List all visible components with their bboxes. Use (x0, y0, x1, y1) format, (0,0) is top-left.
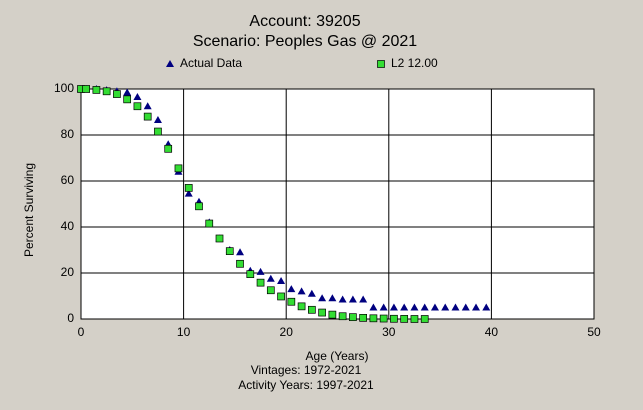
data-point (174, 164, 183, 173)
data-point (277, 292, 285, 301)
data-point (410, 303, 419, 311)
x-tick-label: 40 (485, 325, 499, 339)
data-point (297, 302, 306, 311)
data-point (256, 267, 265, 275)
data-point (420, 315, 429, 323)
data-point (451, 303, 460, 311)
data-point (133, 93, 142, 101)
data-point (359, 295, 368, 303)
data-point (133, 102, 142, 111)
data-point (461, 303, 470, 311)
plot-frame (80, 88, 595, 320)
data-point (400, 315, 409, 323)
y-tick-label: 0 (67, 311, 74, 325)
data-point (82, 85, 90, 93)
data-point (102, 87, 111, 96)
data-point (153, 116, 162, 124)
data-point (164, 144, 173, 153)
y-tick-label: 80 (61, 127, 75, 141)
data-point (379, 314, 388, 323)
data-point (236, 259, 244, 268)
y-axis-label: Percent Surviving (22, 163, 36, 257)
data-point (184, 184, 193, 192)
data-point (369, 314, 378, 323)
legend-label: L2 12.00 (391, 56, 438, 70)
data-point (256, 278, 265, 287)
x-tick-label: 30 (382, 325, 396, 339)
legend-label: Actual Data (180, 56, 242, 70)
data-point (277, 277, 286, 285)
x-tick-label: 0 (78, 325, 85, 339)
y-tick-label: 40 (61, 219, 75, 233)
data-point (266, 274, 275, 282)
data-point (123, 88, 132, 96)
data-point (123, 95, 132, 104)
data-point (338, 295, 347, 303)
data-point (472, 303, 481, 311)
y-tick-label: 20 (61, 265, 75, 279)
data-point (420, 303, 429, 311)
legend-marker (377, 60, 385, 68)
data-point (441, 303, 450, 311)
data-point (482, 303, 491, 311)
data-point (400, 303, 409, 311)
data-point (348, 295, 357, 303)
data-point (328, 294, 337, 302)
data-point (297, 287, 306, 295)
data-point (307, 289, 316, 297)
data-point (287, 297, 296, 306)
x-tick-label: 20 (280, 325, 294, 339)
data-point (410, 315, 419, 323)
legend-marker (166, 60, 174, 67)
y-tick-label: 60 (61, 173, 75, 187)
data-point (287, 285, 296, 293)
data-point (236, 248, 245, 256)
data-point (92, 86, 101, 94)
data-point (349, 313, 357, 322)
data-point (389, 303, 398, 311)
data-point (338, 312, 347, 321)
data-point (195, 202, 203, 211)
data-point (318, 308, 326, 317)
data-point (266, 286, 275, 295)
data-point (318, 294, 327, 302)
x-tick-label: 10 (177, 325, 191, 339)
data-point (390, 314, 398, 323)
data-point (184, 189, 193, 197)
data-point (308, 305, 316, 314)
data-point (379, 303, 388, 311)
plot-area (81, 89, 594, 319)
data-point (328, 310, 337, 319)
data-point (359, 314, 367, 322)
data-point (246, 270, 255, 278)
note: Vintages: 1972-2021 (251, 363, 362, 377)
x-tick-label: 50 (587, 325, 601, 339)
y-tick-label: 100 (54, 81, 74, 95)
data-point (205, 219, 214, 228)
x-axis-label: Age (Years) (306, 349, 369, 363)
data-point (215, 234, 224, 243)
data-point (430, 303, 439, 311)
data-point (143, 112, 152, 121)
data-point (225, 247, 234, 255)
note: Activity Years: 1997-2021 (238, 378, 374, 392)
data-point (113, 90, 121, 98)
data-point (143, 102, 152, 110)
chart-subtitle: Scenario: Peoples Gas @ 2021 (193, 33, 417, 50)
data-point (369, 303, 378, 311)
chart-title: Account: 39205 (249, 13, 360, 30)
data-point (154, 127, 162, 136)
